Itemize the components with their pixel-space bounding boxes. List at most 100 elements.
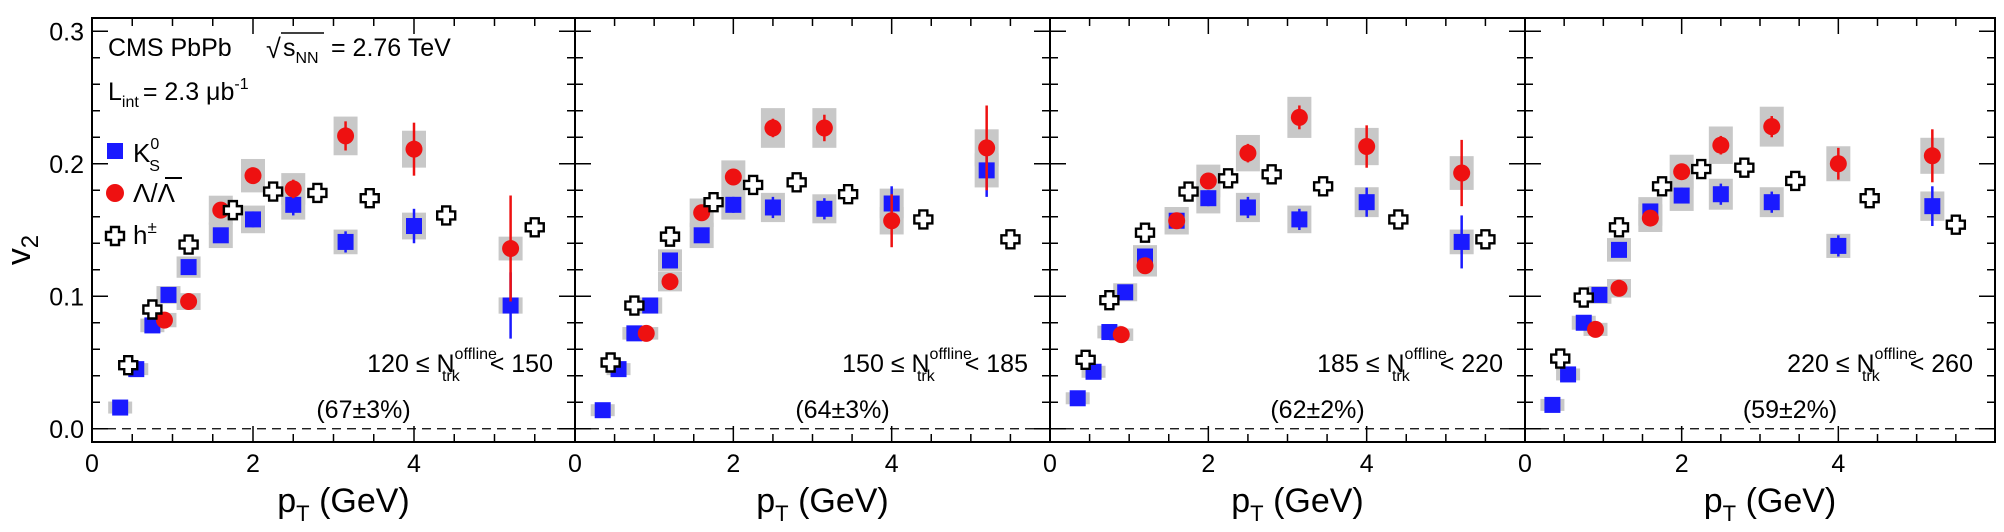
ntrk-low: 220 ≤ (1787, 350, 1856, 378)
lambda-point (1168, 212, 1186, 230)
lumi-sub: int (122, 94, 139, 111)
lambda-point (1199, 172, 1217, 190)
x-axis-title-p: p (1231, 482, 1250, 520)
hpm-point (1608, 217, 1630, 238)
x-tick-label: 4 (1360, 450, 1374, 478)
ks0-point (160, 286, 177, 303)
ks0-point (1924, 198, 1941, 215)
hpm-point (659, 226, 681, 247)
hpm-point (178, 234, 199, 255)
x-axis-title: pT (GeV) (756, 482, 889, 526)
ntrk-sup: offline (930, 346, 973, 363)
legend-marker-circle (106, 184, 124, 202)
x-tick-label: 0 (568, 450, 582, 478)
ks0-point (502, 297, 519, 314)
legend-entry-ks0: K0 S (107, 136, 160, 175)
x-axis-title-p: p (1704, 482, 1723, 520)
y-tick-label: 0.1 (49, 283, 84, 311)
lumi-L: L (108, 78, 122, 106)
x-tick-label: 2 (246, 450, 260, 478)
ntrk-high: < 220 (1440, 350, 1503, 378)
ks0-point (1673, 187, 1690, 204)
x-tick-label: 2 (1201, 450, 1215, 478)
panel-frame (1524, 17, 1996, 443)
lambda-point (502, 240, 520, 258)
legend-label-lambda: Λ/Λ (133, 178, 176, 208)
hpm-point (1134, 222, 1156, 243)
ntrk-N: N (1856, 350, 1874, 378)
ntrk-selection-label: 120 ≤ Noffline trk < 150 (367, 346, 553, 385)
ks0-point (626, 325, 643, 342)
x-tick-label: 4 (885, 450, 899, 478)
ks0-point (693, 227, 710, 244)
hpm-sup: ± (147, 218, 156, 237)
x-tick-label: 4 (1831, 450, 1845, 478)
x-tick-label: 2 (726, 450, 740, 478)
x-axis-title-sub: T (1723, 501, 1736, 526)
ks0-point (1453, 233, 1470, 250)
y-axis-title-sub: 2 (17, 235, 44, 248)
s-letter: s (283, 34, 296, 62)
ntrk-high: < 260 (1910, 350, 1973, 378)
hpm-point (1651, 176, 1673, 197)
sqrt-symbol: √ (266, 34, 281, 64)
hpm-point (1691, 158, 1712, 180)
ks0-point (1591, 286, 1608, 303)
ntrk-sub: trk (442, 368, 461, 385)
hpm-point (524, 217, 545, 238)
lambda-point (155, 311, 173, 329)
y-tick-label: 0.0 (49, 416, 84, 444)
event-fraction-label: (59±2%) (1743, 396, 1837, 424)
panel-4: 0 2 4 pT (GeV) 220 ≤ Noffline trk < 260 (59±2%) (1518, 17, 1996, 526)
hpm-point (307, 182, 328, 204)
lambda-point (284, 180, 302, 198)
hpm-point (1178, 181, 1199, 202)
ntrk-selection-label: 220 ≤ Noffline trk < 260 (1787, 346, 1973, 385)
lambda-point (1136, 257, 1154, 275)
ks0-point (180, 259, 197, 276)
hpm-point (262, 181, 284, 202)
ks0-point (1544, 396, 1561, 413)
lambda-point (1112, 326, 1130, 344)
experiment-name: CMS PbPb (108, 34, 232, 62)
ks0-point (662, 252, 678, 269)
y-tick-label: 0.3 (49, 18, 84, 46)
lambda-point (1712, 136, 1730, 154)
nn-subscript: NN (296, 50, 319, 67)
panel-frame (574, 17, 1051, 443)
ks0-point (212, 227, 229, 244)
x-axis-title-sub: T (1250, 501, 1263, 526)
ntrk-sub: trk (917, 368, 936, 385)
ks0-point (112, 399, 129, 416)
lambda-point (1587, 320, 1604, 338)
y-axis-title: v2 (0, 235, 44, 265)
hpm-point (837, 184, 859, 205)
ntrk-N: N (436, 350, 454, 378)
lambda-point (764, 119, 782, 137)
hpm-point (359, 188, 380, 209)
lambda-point (1673, 163, 1691, 181)
ks0-point (764, 199, 781, 216)
event-fraction-label: (62±2%) (1270, 396, 1364, 424)
x-axis-title-p: p (277, 482, 296, 520)
x-tick-label: 2 (1675, 450, 1689, 478)
x-tick-label: 4 (407, 450, 421, 478)
ks0-point (1830, 237, 1847, 254)
ks0-point (1611, 241, 1627, 258)
x-axis-title-p: p (756, 482, 775, 520)
ks0-k: K (133, 138, 151, 168)
ks0-point (1358, 194, 1375, 211)
ks0-point (642, 297, 659, 314)
lambda-point (1453, 164, 1471, 182)
ntrk-high: < 185 (965, 350, 1028, 378)
hpm-point (1785, 170, 1806, 192)
luminosity-label: Lint = 2.3 μb-1 (108, 76, 249, 111)
hpm-h: h (133, 220, 147, 250)
x-axis-title-unit: (GeV) (789, 482, 889, 520)
legend-marker-square (107, 143, 123, 159)
ntrk-selection-label: 150 ≤ Noffline trk < 185 (842, 346, 1028, 385)
hpm-point (1945, 214, 1967, 235)
ntrk-N: N (1386, 350, 1404, 378)
x-axis-title-sub: T (296, 501, 309, 526)
